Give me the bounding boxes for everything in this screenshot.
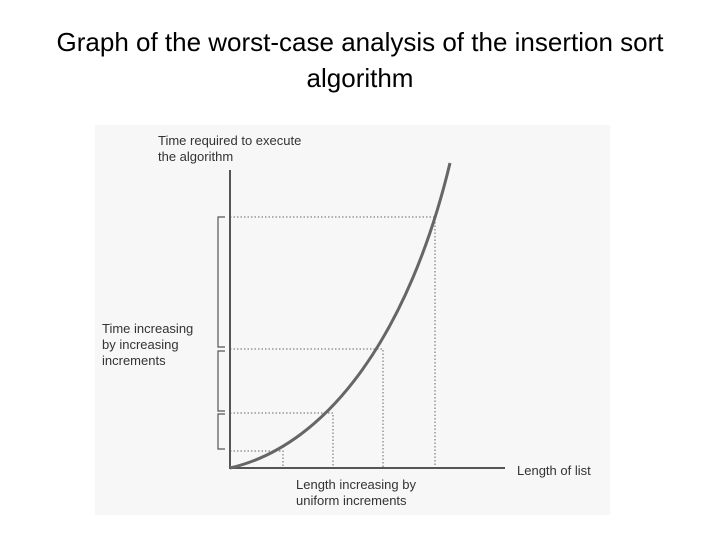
guide-lines xyxy=(230,216,436,468)
time-annotation: by increasing xyxy=(102,337,179,352)
x-axis-label: Length of list xyxy=(517,463,591,478)
time-annotation: increments xyxy=(102,353,166,368)
brackets xyxy=(217,216,225,450)
curve xyxy=(229,162,452,470)
y-axis-label: the algorithm xyxy=(158,149,233,164)
time-annotation: Time increasing xyxy=(102,321,193,336)
figure-background xyxy=(95,125,610,515)
slide-title: Graph of the worst-case analysis of the … xyxy=(56,27,664,93)
y-axis-label: Time required to execute xyxy=(158,133,301,148)
length-annotation: Length increasing by xyxy=(296,477,416,492)
length-annotation: uniform increments xyxy=(296,493,407,508)
